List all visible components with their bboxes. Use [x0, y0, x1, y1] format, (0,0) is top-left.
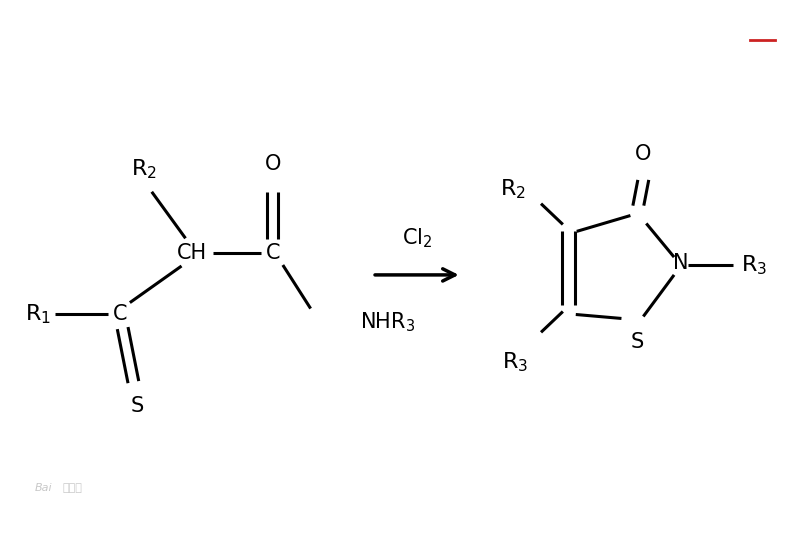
Text: O: O	[635, 144, 651, 164]
Text: C: C	[113, 304, 127, 325]
Text: C: C	[266, 243, 280, 263]
Text: 图百科: 图百科	[62, 483, 82, 493]
Text: R$_2$: R$_2$	[131, 157, 157, 181]
Text: Cl$_2$: Cl$_2$	[402, 227, 432, 250]
Text: R$_2$: R$_2$	[500, 177, 526, 200]
Text: R$_3$: R$_3$	[742, 253, 768, 277]
Text: O: O	[265, 154, 281, 174]
Text: N: N	[674, 253, 689, 273]
Text: S: S	[630, 332, 644, 352]
Text: NHR$_3$: NHR$_3$	[360, 311, 415, 334]
Text: R$_1$: R$_1$	[25, 303, 50, 326]
Text: R$_3$: R$_3$	[502, 350, 528, 374]
Text: S: S	[130, 395, 143, 416]
Text: Bai: Bai	[34, 483, 52, 493]
Text: CH: CH	[176, 243, 206, 263]
